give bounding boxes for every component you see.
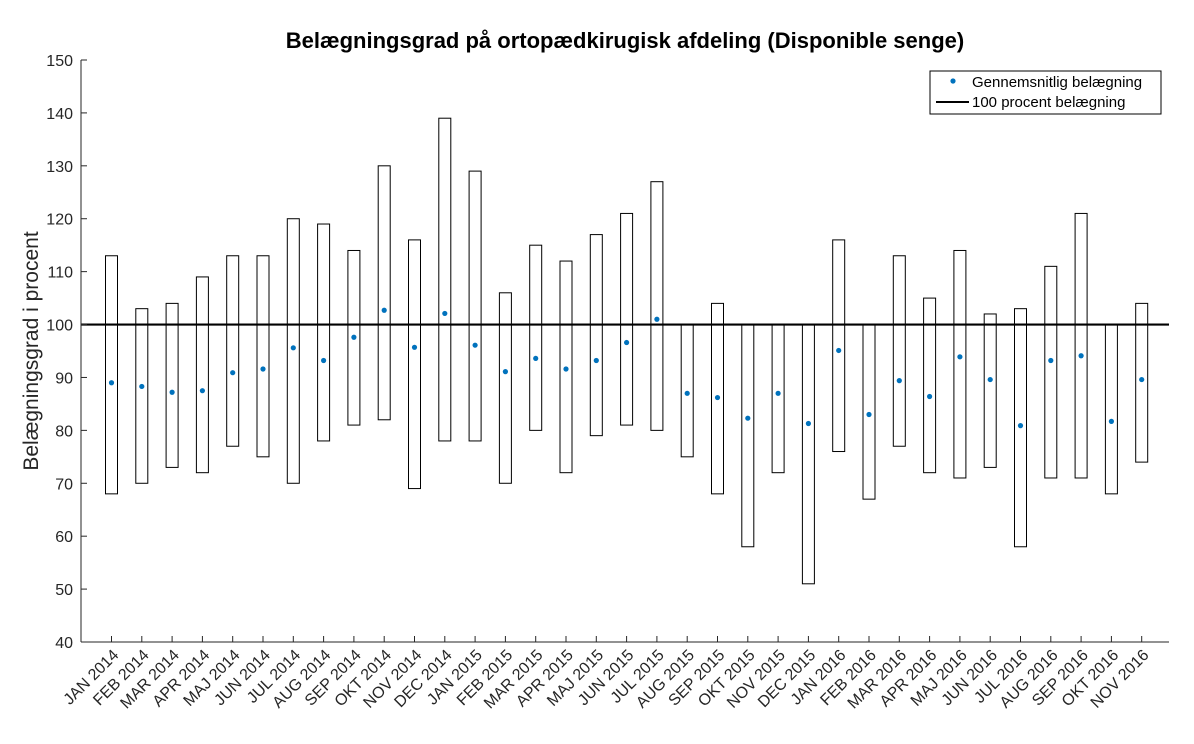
range-box bbox=[195, 276, 209, 474]
range-box bbox=[680, 324, 694, 458]
legend-reference-label: 100 procent belægning bbox=[972, 94, 1125, 111]
y-tick-label: 110 bbox=[47, 265, 73, 282]
legend-mean-label: Gennemsnitlig belægning bbox=[972, 74, 1142, 91]
range-box bbox=[650, 181, 664, 431]
mean-marker bbox=[533, 355, 539, 362]
y-tick-label: 80 bbox=[55, 423, 73, 440]
range-box bbox=[1104, 324, 1118, 495]
y-tick-label: 70 bbox=[55, 476, 73, 493]
mean-marker bbox=[351, 334, 357, 340]
range-box bbox=[286, 218, 300, 484]
mean-marker bbox=[563, 366, 569, 372]
mean-marker bbox=[381, 307, 387, 313]
mean-marker bbox=[290, 345, 296, 351]
range-box bbox=[165, 302, 179, 468]
mean-marker bbox=[472, 342, 478, 348]
range-boxes bbox=[105, 117, 1149, 585]
mean-marker bbox=[957, 354, 963, 360]
y-tick-label: 40 bbox=[55, 635, 73, 652]
range-box bbox=[832, 239, 846, 453]
y-tick-label: 90 bbox=[55, 370, 73, 387]
range-box bbox=[226, 255, 240, 447]
y-tick-label: 120 bbox=[46, 212, 73, 229]
range-box bbox=[498, 292, 512, 484]
mean-marker bbox=[775, 390, 781, 396]
mean-marker bbox=[1108, 418, 1114, 424]
mean-markers bbox=[108, 307, 1145, 429]
range-box bbox=[105, 255, 118, 495]
range-box bbox=[1135, 302, 1149, 463]
range-box bbox=[135, 308, 149, 484]
range-box bbox=[529, 244, 543, 431]
legend-box bbox=[929, 70, 1162, 115]
mean-marker bbox=[654, 316, 660, 322]
range-box bbox=[317, 223, 331, 442]
mean-marker bbox=[714, 394, 721, 401]
mean-marker bbox=[1139, 376, 1145, 383]
range-box bbox=[771, 324, 785, 474]
mean-marker bbox=[987, 376, 993, 383]
chart-title: Belægningsgrad på ortopædkirugisk afdeli… bbox=[286, 28, 964, 53]
mean-marker bbox=[442, 310, 448, 317]
range-box bbox=[620, 212, 634, 426]
mean-marker bbox=[1017, 423, 1024, 429]
range-box bbox=[589, 234, 603, 437]
y-axis-label: Belægningsgrad i procent bbox=[20, 231, 43, 470]
mean-marker bbox=[108, 380, 115, 386]
range-box bbox=[256, 255, 270, 458]
axes bbox=[80, 59, 1169, 643]
mean-marker bbox=[684, 390, 690, 396]
legend: Gennemsnitlig belægning 100 procent belæ… bbox=[929, 70, 1162, 115]
mean-marker bbox=[230, 370, 236, 376]
mean-marker bbox=[866, 411, 872, 418]
mean-marker bbox=[1048, 357, 1054, 364]
range-box bbox=[438, 117, 452, 442]
y-tick-labels: 40 50 60 70 80 90 100 110 120 130 140 150 bbox=[46, 53, 73, 652]
y-tick-label: 130 bbox=[46, 159, 73, 176]
legend-mean-marker-icon bbox=[950, 78, 956, 84]
mean-marker bbox=[896, 378, 902, 384]
y-tick-label: 60 bbox=[55, 529, 73, 546]
mean-marker bbox=[199, 388, 205, 394]
mean-marker bbox=[139, 383, 145, 390]
range-box bbox=[468, 170, 482, 442]
mean-marker bbox=[927, 393, 933, 400]
mean-marker bbox=[593, 357, 599, 364]
mean-marker bbox=[1078, 353, 1084, 359]
range-box bbox=[1074, 212, 1088, 479]
mean-marker bbox=[502, 369, 508, 375]
range-box bbox=[1044, 265, 1058, 479]
mean-marker bbox=[745, 415, 751, 421]
y-tick-label: 140 bbox=[46, 106, 73, 123]
mean-marker bbox=[805, 420, 812, 427]
range-box bbox=[923, 297, 937, 474]
mean-marker bbox=[624, 339, 630, 346]
mean-marker bbox=[169, 389, 175, 395]
range-box bbox=[741, 324, 755, 548]
range-box bbox=[801, 324, 815, 585]
range-box bbox=[408, 239, 421, 490]
mean-marker bbox=[411, 344, 418, 350]
y-tick-label: 150 bbox=[46, 53, 73, 70]
y-tick-label: 100 bbox=[46, 318, 73, 335]
mean-marker bbox=[836, 347, 842, 354]
range-box bbox=[953, 249, 967, 479]
mean-marker bbox=[321, 357, 327, 364]
range-box bbox=[862, 324, 876, 500]
mean-marker bbox=[260, 366, 266, 372]
y-tick-label: 50 bbox=[55, 582, 73, 599]
range-box bbox=[983, 313, 997, 468]
range-box bbox=[377, 165, 391, 421]
range-box bbox=[892, 255, 906, 447]
